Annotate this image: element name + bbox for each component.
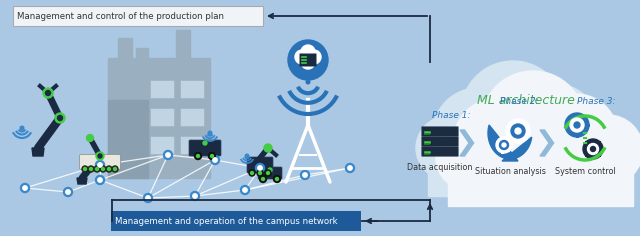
FancyBboxPatch shape (422, 147, 458, 156)
Circle shape (303, 173, 307, 177)
Circle shape (534, 94, 618, 178)
Circle shape (262, 177, 264, 181)
Circle shape (499, 140, 509, 149)
FancyBboxPatch shape (496, 147, 499, 149)
Circle shape (211, 156, 220, 164)
Circle shape (496, 137, 512, 153)
Circle shape (112, 166, 118, 172)
FancyBboxPatch shape (586, 123, 589, 126)
FancyBboxPatch shape (13, 6, 263, 26)
Circle shape (573, 115, 640, 185)
FancyBboxPatch shape (524, 137, 527, 140)
Circle shape (95, 176, 104, 185)
Text: Phase 1:: Phase 1: (432, 110, 470, 119)
Circle shape (301, 55, 315, 69)
Circle shape (94, 166, 100, 172)
FancyBboxPatch shape (524, 122, 527, 125)
FancyBboxPatch shape (247, 157, 273, 173)
FancyBboxPatch shape (583, 148, 585, 150)
FancyBboxPatch shape (516, 140, 520, 143)
Polygon shape (428, 138, 613, 196)
Circle shape (43, 88, 53, 98)
FancyBboxPatch shape (508, 138, 510, 140)
FancyBboxPatch shape (568, 131, 571, 134)
Circle shape (113, 168, 116, 170)
Circle shape (511, 124, 525, 138)
Circle shape (55, 113, 65, 123)
FancyBboxPatch shape (592, 139, 594, 141)
FancyBboxPatch shape (508, 150, 510, 152)
Polygon shape (488, 125, 532, 161)
FancyBboxPatch shape (568, 116, 571, 119)
Circle shape (98, 178, 102, 182)
Circle shape (249, 170, 255, 176)
Circle shape (163, 151, 173, 160)
Polygon shape (136, 48, 148, 62)
Polygon shape (118, 38, 132, 62)
Circle shape (273, 176, 280, 182)
Circle shape (506, 119, 530, 143)
FancyBboxPatch shape (506, 130, 509, 132)
Circle shape (100, 166, 106, 172)
Text: System control: System control (555, 167, 616, 176)
Circle shape (481, 71, 585, 175)
Circle shape (250, 172, 253, 174)
Circle shape (212, 158, 217, 162)
Circle shape (106, 166, 112, 172)
Circle shape (63, 187, 72, 197)
Circle shape (245, 154, 249, 158)
Text: Management and control of the production plan: Management and control of the production… (17, 12, 224, 21)
Circle shape (203, 141, 207, 145)
Circle shape (306, 80, 310, 84)
FancyBboxPatch shape (422, 137, 458, 146)
Circle shape (346, 164, 355, 173)
Circle shape (143, 194, 152, 202)
Circle shape (565, 113, 589, 137)
FancyBboxPatch shape (509, 137, 512, 140)
Circle shape (255, 164, 264, 173)
FancyBboxPatch shape (180, 136, 204, 154)
Text: Management and operation of the campus network: Management and operation of the campus n… (115, 216, 338, 226)
Polygon shape (540, 130, 554, 156)
Circle shape (301, 170, 310, 180)
Circle shape (266, 172, 269, 174)
Circle shape (259, 172, 262, 174)
FancyBboxPatch shape (258, 167, 282, 179)
Circle shape (193, 194, 197, 198)
Circle shape (275, 177, 278, 181)
Circle shape (307, 50, 321, 64)
Circle shape (195, 152, 202, 160)
FancyBboxPatch shape (601, 148, 603, 150)
Circle shape (301, 45, 315, 59)
FancyBboxPatch shape (496, 141, 499, 143)
Circle shape (82, 166, 88, 172)
Polygon shape (448, 148, 633, 206)
FancyBboxPatch shape (79, 155, 120, 169)
Circle shape (588, 143, 598, 155)
Text: Data acquisition: Data acquisition (407, 163, 473, 172)
Polygon shape (176, 30, 190, 62)
Circle shape (570, 118, 584, 132)
Circle shape (514, 84, 598, 168)
Circle shape (348, 166, 352, 170)
Circle shape (258, 166, 262, 170)
Circle shape (23, 186, 27, 190)
Circle shape (58, 115, 63, 121)
Circle shape (88, 166, 94, 172)
Text: Phase 2:: Phase 2: (500, 97, 538, 105)
FancyBboxPatch shape (575, 113, 579, 115)
Circle shape (83, 168, 86, 170)
FancyBboxPatch shape (422, 127, 458, 136)
Circle shape (208, 131, 212, 135)
Circle shape (211, 155, 214, 157)
Circle shape (191, 191, 200, 201)
Circle shape (20, 184, 29, 193)
Circle shape (288, 40, 328, 80)
Polygon shape (77, 178, 87, 184)
Circle shape (433, 88, 523, 178)
Circle shape (461, 61, 565, 165)
FancyBboxPatch shape (189, 140, 221, 156)
FancyBboxPatch shape (300, 54, 317, 67)
Circle shape (295, 50, 309, 64)
